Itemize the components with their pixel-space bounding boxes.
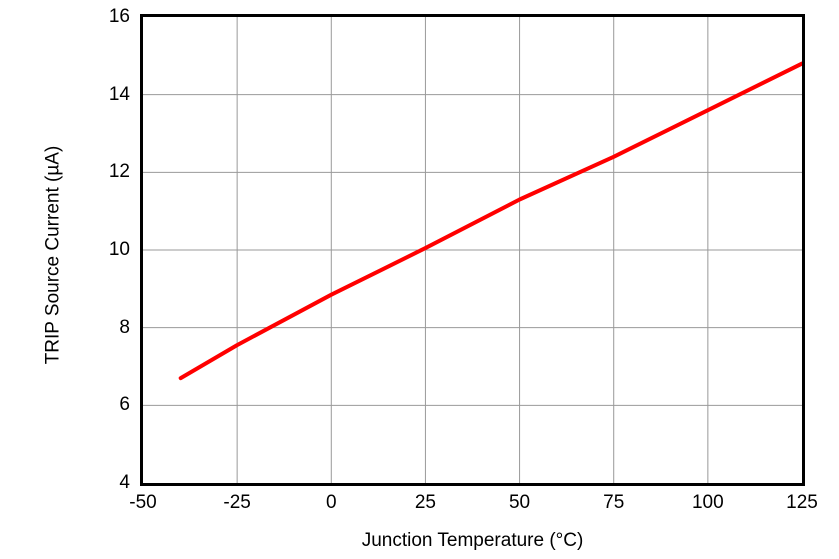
x-tick-label: 125 [786, 492, 818, 513]
y-tick-label: 4 [119, 472, 130, 493]
y-tick-label: 16 [108, 6, 130, 27]
y-tick-label: 8 [119, 316, 130, 338]
y-tick-label: 6 [119, 394, 130, 416]
plot-area [140, 14, 805, 486]
x-tick-label: 25 [414, 492, 436, 513]
x-tick-label: 0 [325, 492, 337, 513]
y-tick-label: 10 [108, 239, 130, 260]
x-tick-label: 50 [508, 492, 531, 513]
x-tick-label: 100 [691, 492, 724, 513]
data-line-trip-source-current [178, 61, 802, 381]
x-tick-label: -50 [129, 492, 157, 513]
x-tick-label: -25 [223, 492, 251, 513]
x-axis-label: Junction Temperature (°C) [361, 530, 584, 551]
y-tick-label: 14 [108, 83, 130, 105]
x-tick-label: 75 [603, 492, 625, 513]
chart-svg [143, 17, 802, 483]
y-tick-label: 12 [108, 161, 130, 183]
